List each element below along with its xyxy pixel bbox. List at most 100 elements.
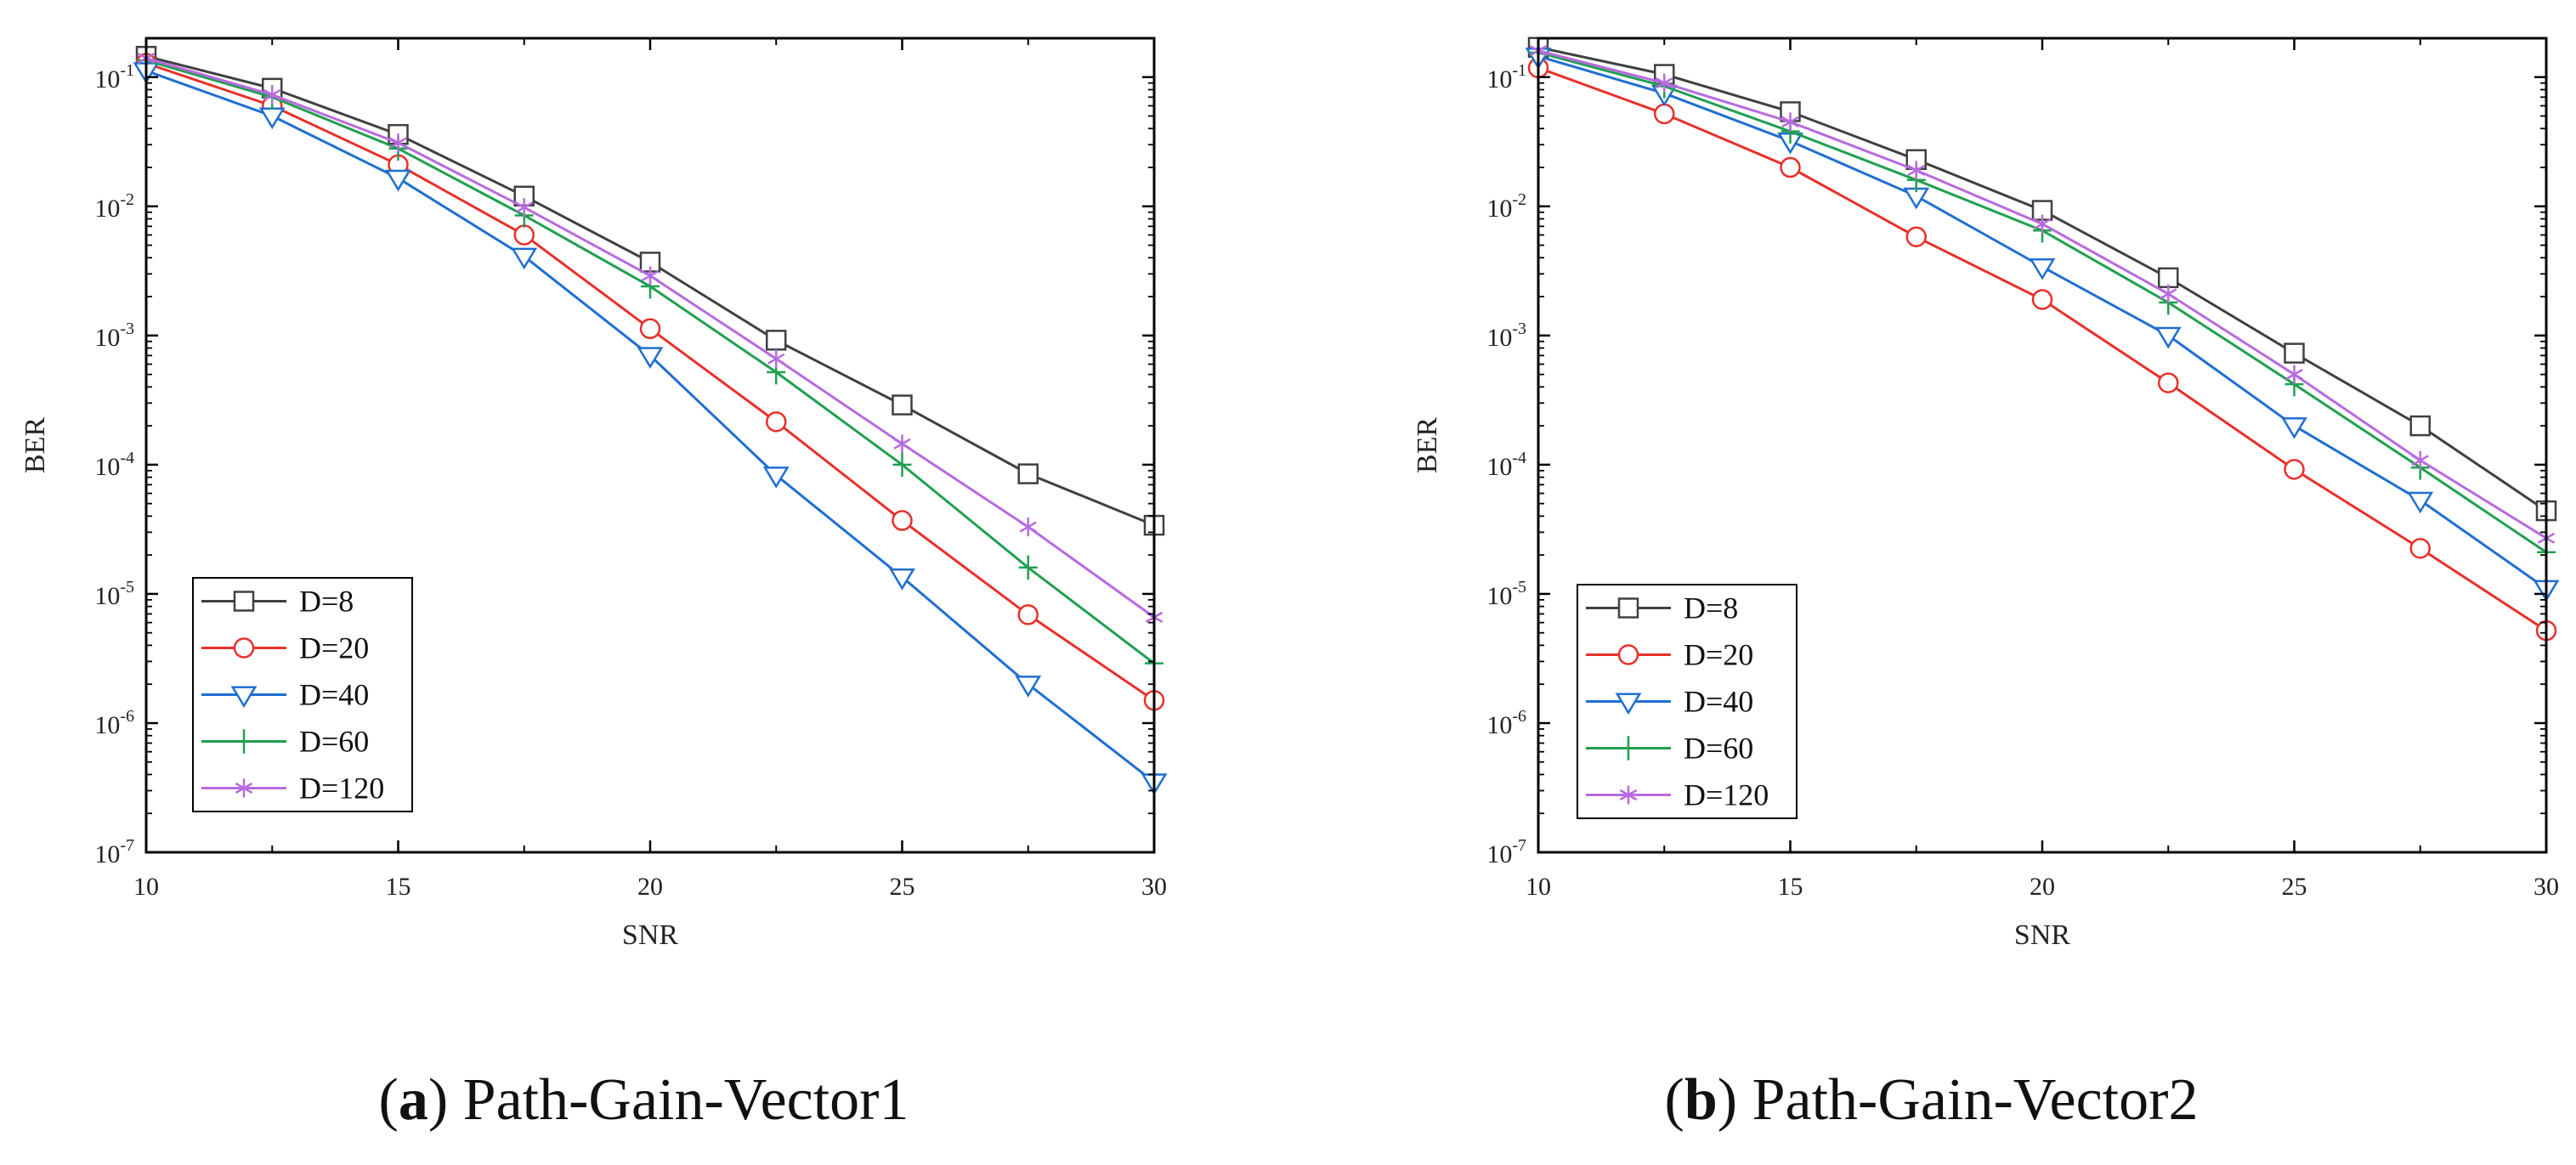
data-point: [2281, 417, 2307, 439]
x-tick-label: 20: [2030, 873, 2055, 901]
y-tick-label: 10-6: [1486, 707, 1526, 739]
legend-marker: [235, 778, 253, 798]
series-d-40: [1525, 48, 2560, 602]
data-point: [2284, 459, 2305, 480]
legend-label: D=8: [1684, 591, 1738, 625]
data-point: [2285, 365, 2303, 384]
data-point: [892, 510, 913, 531]
chart-panel-a: 10 15 20 25 30 10-1 10-2 10-3 10-4 10-5 10-6 10-7 SN…: [20, 37, 1168, 1133]
legend-label: D=40: [299, 678, 369, 712]
x-tick-label: 25: [2282, 873, 2307, 901]
legend-marker: [233, 591, 255, 612]
data-point: [639, 318, 661, 340]
caption-tag-a: a: [398, 1067, 428, 1133]
legend-marker: [233, 637, 255, 659]
y-tick-label: 10-3: [1486, 320, 1526, 352]
y-axis-title: BER: [1412, 417, 1443, 473]
y-tick-label: 10-5: [1486, 578, 1526, 610]
x-axis-title: SNR: [2014, 919, 2070, 951]
x-tick-label: 10: [1526, 873, 1551, 901]
y-tick-label: 10-6: [94, 707, 134, 739]
y-tick-label: 10-7: [94, 836, 134, 868]
y-tick-label: 10-3: [94, 320, 134, 352]
data-point: [641, 266, 660, 286]
x-tick-label: 30: [1141, 873, 1167, 901]
data-point: [385, 169, 411, 192]
data-point: [2284, 342, 2305, 364]
data-point: [263, 85, 281, 105]
legend-label: D=60: [1684, 732, 1753, 766]
data-point: [2160, 284, 2177, 303]
legend: D=8 D=20 D=40 D=60 D=120: [1577, 584, 1798, 819]
y-tick-label: 10-4: [1486, 449, 1526, 481]
data-point: [766, 411, 787, 433]
data-point: [766, 330, 787, 351]
data-point: [2154, 326, 2182, 349]
data-point: [2158, 372, 2179, 393]
x-tick-label: 15: [1778, 873, 1803, 901]
legend-label: D=20: [1684, 638, 1753, 672]
data-point: [258, 107, 286, 130]
data-point: [2029, 257, 2056, 280]
y-tick-label: 10-1: [1486, 61, 1526, 93]
data-point: [2409, 538, 2431, 559]
legend: D=8 D=20 D=40 D=60 D=120: [192, 577, 413, 812]
y-tick-label: 10-7: [1486, 836, 1526, 868]
data-point: [513, 224, 535, 246]
legend-marker: [1619, 736, 1638, 761]
y-tick-label: 10-2: [1486, 190, 1526, 223]
x-axis-title: SNR: [622, 919, 678, 951]
x-tick-label: 15: [386, 873, 411, 901]
series-line: [1537, 54, 2547, 590]
data-point: [2158, 267, 2179, 289]
y-tick-label: 10-4: [94, 449, 134, 481]
data-point: [389, 133, 407, 153]
data-point: [1907, 161, 1925, 180]
data-point: [1781, 112, 1799, 132]
caption-a: (a) Path-Gain-Vector1: [378, 1067, 909, 1133]
y-tick-label: 10-1: [94, 61, 134, 93]
caption-b: (b) Path-Gain-Vector2: [1664, 1067, 2199, 1133]
data-point: [1017, 604, 1039, 625]
data-point: [515, 198, 533, 218]
legend-label: D=40: [1684, 685, 1753, 719]
x-tick-label: 25: [890, 873, 915, 901]
data-point: [1780, 156, 1801, 178]
data-point: [2409, 415, 2431, 437]
data-point: [1015, 676, 1042, 698]
legend-label: D=120: [299, 772, 384, 806]
legend-label: D=120: [1684, 778, 1769, 812]
legend-marker: [230, 686, 258, 709]
data-point: [1017, 463, 1039, 484]
data-point: [892, 452, 912, 478]
data-point: [767, 349, 785, 369]
series-d-20: [1527, 57, 2557, 642]
data-point: [511, 247, 538, 270]
legend-label: D=20: [299, 631, 369, 665]
caption-title-b: Path-Gain-Vector2: [1752, 1067, 2199, 1133]
legend-marker: [1619, 785, 1638, 805]
data-point: [2031, 289, 2053, 310]
data-point: [2411, 450, 2429, 470]
legend-marker: [1615, 693, 1642, 715]
data-point: [637, 347, 664, 370]
ber-chart-b: 10 15 20 25 30 10-1 10-2 10-3 10-4 10-5 10-6 10-7 SN…: [1412, 37, 2560, 951]
series-line: [1537, 66, 2547, 632]
x-tick-label: 30: [2534, 873, 2559, 901]
data-point: [2033, 214, 2052, 234]
legend-marker: [235, 729, 253, 754]
y-axis-title: BER: [20, 417, 51, 473]
legend-label: D=60: [299, 725, 369, 759]
caption-title-a: Path-Gain-Vector1: [462, 1067, 909, 1133]
data-point: [893, 434, 911, 454]
chart-panel-b: 10 15 20 25 30 10-1 10-2 10-3 10-4 10-5 10-6 10-7 SN…: [1288, 0, 2575, 1165]
data-point: [1019, 517, 1037, 537]
legend-label: D=8: [299, 585, 354, 619]
series-d-8: [1527, 37, 2557, 522]
data-point: [762, 467, 790, 489]
data-point: [1905, 226, 1927, 248]
x-tick-label: 10: [133, 873, 159, 901]
data-point: [1654, 103, 1675, 125]
legend-marker: [1617, 597, 1639, 619]
caption-tag-b: b: [1684, 1067, 1718, 1133]
